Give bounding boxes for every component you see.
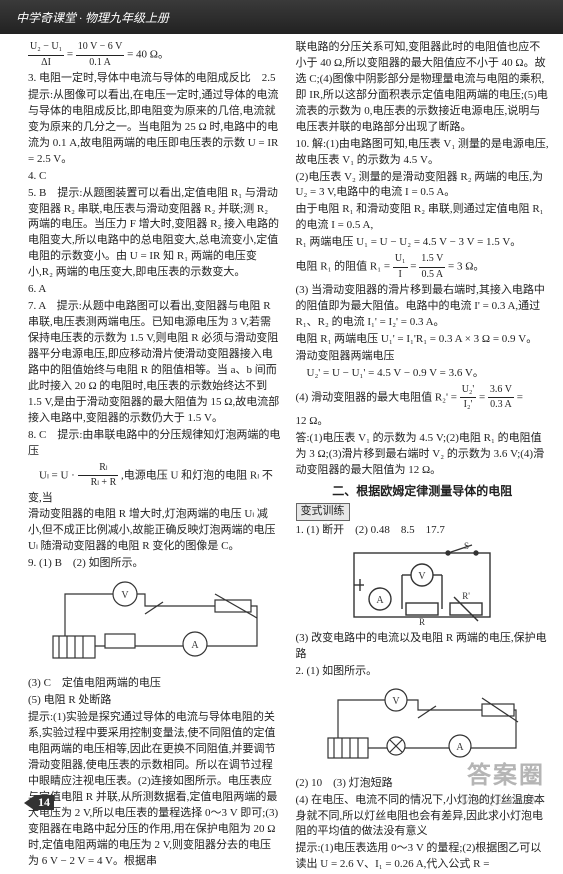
l12: 提示:(1)实验是探究通过导体的电流与导体电阻的关系,实验过程中要采用控制变量法… [28, 710, 282, 869]
svg-text:V: V [393, 696, 401, 707]
page-header: 中学奇课堂 · 物理九年级上册 [0, 0, 563, 34]
left-column: U₂ − U₁ΔI = 10 V − 6 V0.1 A = 40 Ω。 3. 电… [28, 40, 282, 874]
section-title: 二、根据欧姆定律测量导体的电阻 [296, 483, 550, 500]
header-title: 中学奇课堂 · 物理九年级上册 [16, 9, 169, 26]
l11: (5) 电阻 R 处断路 [28, 693, 282, 709]
frac1: U₂ − U₁ΔI [28, 40, 64, 70]
r14: 1. (1) 断开 (2) 0.48 8.5 17.7 [296, 523, 550, 539]
watermark-secondary: MXQE.COM [461, 793, 543, 808]
r9: 滑动变阻器两端电压 [296, 349, 550, 365]
r12: 12 Ω。 [296, 414, 550, 430]
fracR3: U₂'I₂' [460, 383, 477, 413]
l3b: 提示:从图像可以看出,在电压一定时,通过导体的电流与导体的电阻成反比,即电阻变为… [28, 88, 282, 168]
page-number: 14 [24, 795, 54, 810]
frac2: 10 V − 6 V0.1 A [76, 40, 125, 70]
svg-text:R': R' [462, 591, 470, 601]
pagenum-text: 14 [34, 795, 54, 810]
r5: R₁ 两端电压 U₁ = U − U₂ = 4.5 V − 3 V = 1.5 … [296, 235, 550, 251]
l10: (3) C 定值电阻两端的电压 [28, 676, 282, 692]
l8b: Uₗ = U · RₗRₗ + R ,电源电压 U 和灯泡的电阻 Rₗ 不变,当 [28, 461, 282, 507]
r2: 10. 解:(1)由电路图可知,电压表 V₁ 测量的是电源电压,故电压表 V₁ … [296, 137, 550, 169]
l9: 9. (1) B (2) 如图所示。 [28, 556, 282, 572]
r1: 联电路的分压关系可知,变阻器此时的电阻值也应不小于 40 Ω,所以变阻器的最大阻… [296, 40, 550, 136]
l3: 3. 电阻一定时,导体中电流与导体的电阻成反比 2.5 [28, 71, 282, 87]
svg-text:R: R [419, 617, 425, 627]
box-title: 变式训练 [296, 503, 350, 521]
svg-text:V: V [121, 590, 129, 601]
r4: 由于电阻 R₁ 和滑动变阻 R₂ 串联,则通过定值电阻 R₁ 的电流 I = 0… [296, 202, 550, 234]
watermark-primary: 答案圈 [467, 755, 545, 790]
r11: (4) 滑动变阻器的最大电阻值 R₂' = U₂'I₂' = 3.6 V0.3 … [296, 383, 550, 413]
fracR2: 1.5 V0.5 A [419, 252, 445, 282]
r6: 电阻 R₁ 的阻值 R₁ = U₁I = 1.5 V0.5 A = 3 Ω。 [296, 252, 550, 282]
r10: U₂' = U − U₁' = 4.5 V − 0.9 V = 3.6 V。 [296, 366, 550, 382]
diagram-circuit-1: S V A R R' [342, 541, 502, 629]
svg-text:V: V [419, 571, 427, 582]
r13: 答:(1)电压表 V₁ 的示数为 4.5 V;(2)电阻 R₁ 的电阻值为 3 … [296, 431, 550, 479]
eq-line: U₂ − U₁ΔI = 10 V − 6 V0.1 A = 40 Ω。 [28, 40, 282, 70]
l8: 8. C 提示:由串联电路中的分压规律知灯泡两端的电压 [28, 428, 282, 460]
fracR1: U₁I [393, 252, 408, 282]
svg-text:A: A [377, 595, 385, 606]
r3: (2)电压表 V₂ 测量的是滑动变阻器 R₂ 两端的电压,为 U₂ = 3 V,… [296, 170, 550, 202]
svg-text:S: S [464, 541, 469, 551]
pagenum-triangle-icon [24, 796, 34, 810]
l6: 6. A [28, 282, 282, 298]
r8: 电阻 R₁ 两端电压 U₁' = I₁'R₁ = 0.3 A × 3 Ω = 0… [296, 332, 550, 348]
frac3: RₗRₗ + R [78, 461, 119, 491]
l8c: 滑动变阻器的电阻 R 增大时,灯泡两端的电压 Uₗ 减小,但不成正比例减小,故能… [28, 507, 282, 555]
l5: 5. B 提示:从题图装置可以看出,定值电阻 R₁ 与滑动变阻器 R₂ 串联,电… [28, 186, 282, 282]
r7: (3) 当滑动变阻器的滑片移到最右端时,其接入电路中的阻值即为最大阻值。电路中的… [296, 283, 550, 331]
svg-text:A: A [191, 640, 199, 651]
r19: 提示:(1)电压表选用 0～3 V 的量程;(2)根据图乙可以读出 U = 2.… [296, 841, 550, 873]
l4: 4. C [28, 169, 282, 185]
r16: 2. (1) 如图所示。 [296, 664, 550, 680]
right-column: 联电路的分压关系可知,变阻器此时的电阻值也应不小于 40 Ω,所以变阻器的最大阻… [296, 40, 550, 874]
page-body: U₂ − U₁ΔI = 10 V − 6 V0.1 A = 40 Ω。 3. 电… [0, 34, 563, 874]
r15: (3) 改变电路中的电流以及电阻 R 两端的电压,保护电路 [296, 631, 550, 663]
diagram-circuit-9: V A [45, 574, 265, 674]
l7: 7. A 提示:从题中电路图可以看出,变阻器与电阻 R 串联,电压表测两端电压。… [28, 299, 282, 427]
svg-text:A: A [457, 742, 465, 753]
fracR4: 3.6 V0.3 A [488, 383, 514, 413]
